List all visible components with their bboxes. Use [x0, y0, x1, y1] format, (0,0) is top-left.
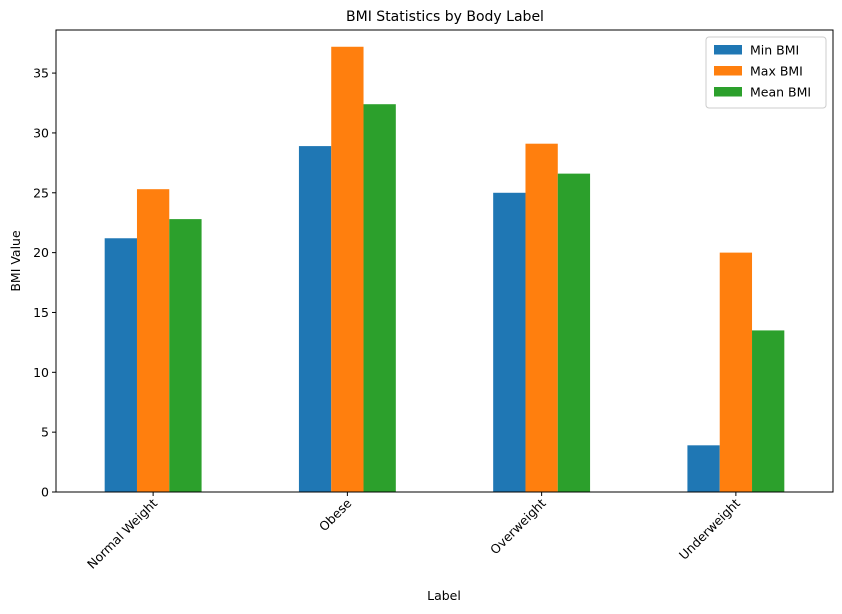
legend-label-mean-bmi: Mean BMI [750, 85, 811, 100]
legend-swatch-max-bmi [714, 66, 742, 76]
y-tick-label: 35 [33, 66, 49, 81]
bar-mean-bmi-underweight [752, 330, 785, 492]
y-tick-label: 30 [33, 125, 49, 140]
legend-swatch-min-bmi [714, 45, 742, 55]
legend: Min BMI Max BMI Mean BMI [705, 36, 827, 109]
bars-group [104, 46, 785, 493]
legend-swatch-mean-bmi [714, 87, 742, 97]
y-tick-label: 25 [33, 185, 49, 200]
x-tick-label: Overweight [487, 495, 549, 557]
y-tick-label: 20 [33, 245, 49, 260]
bar-mean-bmi-normal-weight [169, 219, 202, 493]
x-tick-label: Underweight [676, 495, 743, 562]
bar-mean-bmi-overweight [557, 173, 591, 492]
x-tick-label: Obese [316, 495, 355, 534]
bar-max-bmi-underweight [719, 252, 753, 492]
x-axis: Normal Weight Obese Overweight Underweight [84, 492, 743, 572]
bar-min-bmi-underweight [687, 445, 720, 492]
y-axis-label: BMI Value [8, 230, 23, 292]
bar-max-bmi-overweight [525, 143, 558, 492]
x-axis-label: Label [427, 588, 461, 603]
y-axis: 0 5 10 15 20 25 30 35 [33, 66, 56, 500]
bar-mean-bmi-obese [363, 104, 396, 493]
y-tick-label: 10 [33, 365, 49, 380]
legend-label-min-bmi: Min BMI [750, 43, 799, 58]
bar-max-bmi-normal-weight [136, 189, 170, 492]
y-tick-label: 0 [41, 485, 49, 500]
bar-min-bmi-overweight [493, 192, 526, 492]
plot-frame [55, 29, 834, 493]
legend-label-max-bmi: Max BMI [750, 64, 803, 79]
x-tick-label: Normal Weight [84, 495, 160, 571]
y-tick-label: 5 [41, 425, 49, 440]
bar-min-bmi-normal-weight [104, 238, 137, 492]
y-tick-label: 15 [33, 305, 49, 320]
chart-title: BMI Statistics by Body Label [346, 9, 544, 25]
bar-max-bmi-obese [331, 46, 364, 492]
bar-min-bmi-obese [298, 146, 332, 492]
